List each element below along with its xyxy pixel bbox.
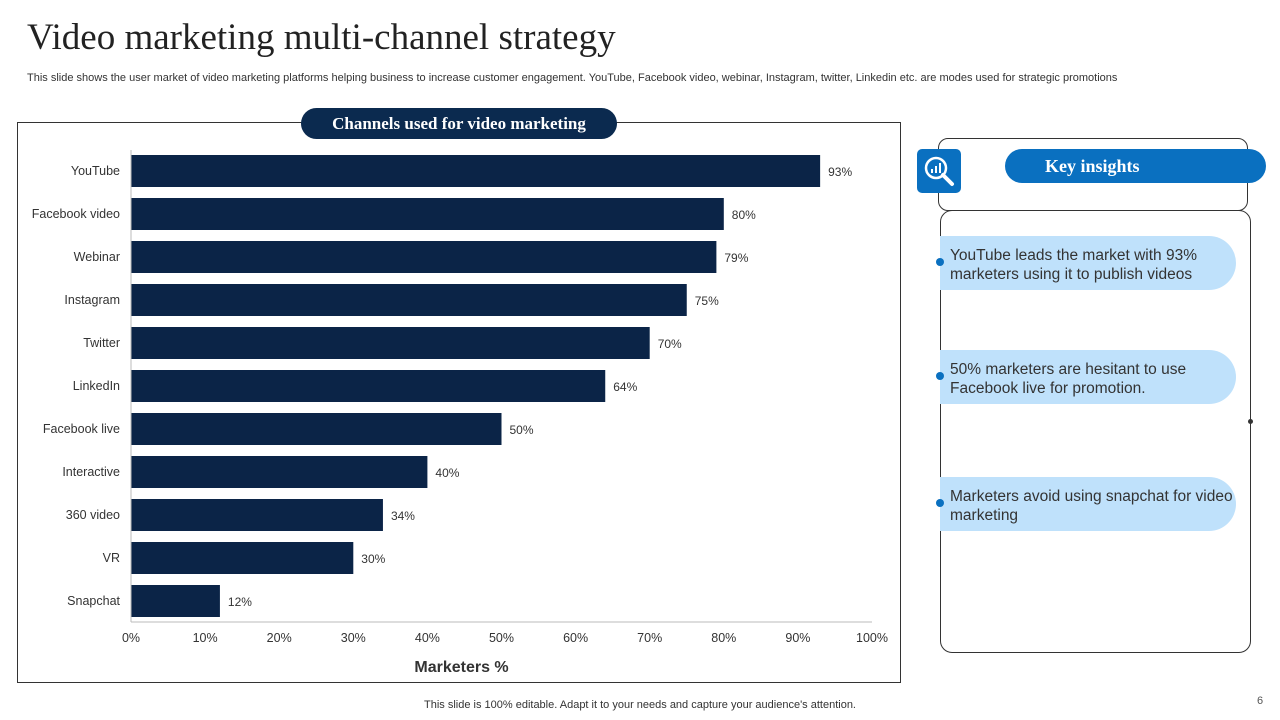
data-label: 30% (361, 552, 385, 566)
bullet-icon (936, 258, 944, 266)
chart-panel-title: Channels used for video marketing (301, 108, 617, 139)
bar (131, 327, 650, 359)
category-label: Facebook live (43, 422, 120, 436)
insight-text: 50% marketers are hesitant to use Facebo… (950, 361, 1187, 397)
x-tick-label: 40% (415, 631, 440, 645)
footer-note: This slide is 100% editable. Adapt it to… (424, 699, 856, 711)
magnifier-chart-icon (917, 149, 961, 193)
data-label: 70% (658, 337, 682, 351)
slide-subtitle: This slide shows the user market of vide… (27, 72, 1118, 84)
data-label: 79% (724, 251, 748, 265)
category-label: Interactive (62, 465, 120, 479)
category-label: 360 video (66, 508, 120, 522)
category-label: YouTube (71, 164, 120, 178)
slide-title: Video marketing multi-channel strategy (27, 17, 616, 58)
x-tick-label: 50% (489, 631, 514, 645)
insight-item: 50% marketers are hesitant to use Facebo… (936, 350, 1236, 404)
bar (131, 456, 428, 488)
x-tick-label: 70% (637, 631, 662, 645)
bar (131, 241, 717, 273)
page-number: 6 (1257, 695, 1264, 707)
bar (131, 284, 687, 316)
category-label: Instagram (64, 293, 120, 307)
bullet-icon (936, 499, 944, 507)
insight-item: Marketers avoid using snapchat for video… (936, 477, 1236, 531)
bar (131, 155, 821, 187)
category-label: Snapchat (67, 594, 120, 608)
category-label: Webinar (74, 250, 120, 264)
data-label: 93% (828, 165, 852, 179)
bar (131, 499, 383, 531)
connector-line (1250, 422, 1251, 622)
data-label: 80% (732, 208, 756, 222)
bar (131, 542, 354, 574)
x-axis-title: Marketers % (414, 659, 508, 676)
x-tick-label: 0% (122, 631, 140, 645)
x-tick-label: 90% (785, 631, 810, 645)
bar (131, 370, 606, 402)
data-label: 12% (228, 595, 252, 609)
connector-dot (1248, 419, 1253, 424)
key-insights-title: Key insights (1005, 149, 1266, 183)
x-tick-label: 30% (341, 631, 366, 645)
x-tick-label: 60% (563, 631, 588, 645)
insight-item: YouTube leads the market with 93% market… (936, 236, 1236, 290)
data-label: 40% (435, 466, 459, 480)
data-label: 34% (391, 509, 415, 523)
insight-text: YouTube leads the market with 93% market… (950, 247, 1198, 283)
bar (131, 413, 502, 445)
bar (131, 585, 220, 617)
data-label: 50% (510, 423, 534, 437)
category-label: Facebook video (32, 207, 120, 221)
x-tick-label: 10% (193, 631, 218, 645)
bar (131, 198, 724, 230)
data-label: 64% (613, 380, 637, 394)
data-label: 75% (695, 294, 719, 308)
bullet-icon (936, 372, 944, 380)
category-label: LinkedIn (73, 379, 120, 393)
x-tick-label: 100% (856, 631, 888, 645)
category-label: VR (103, 551, 120, 565)
x-tick-label: 20% (267, 631, 292, 645)
category-label: Twitter (83, 336, 120, 350)
x-tick-label: 80% (711, 631, 736, 645)
insight-text: Marketers avoid using snapchat for video… (950, 488, 1233, 524)
